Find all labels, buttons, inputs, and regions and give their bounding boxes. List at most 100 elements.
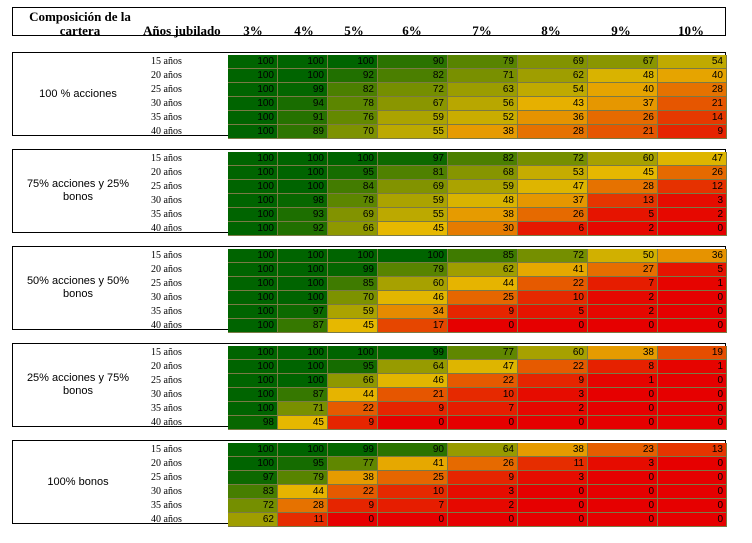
success-rate-cell: 64 — [448, 443, 518, 457]
portfolio-label: 100 % acciones — [39, 87, 117, 100]
success-rate-cell: 44 — [278, 485, 328, 499]
success-rate-cell: 55 — [378, 208, 448, 222]
success-rate-cell: 100 — [228, 152, 278, 166]
success-rate-cell: 45 — [588, 166, 658, 180]
success-rate-cell: 0 — [658, 457, 727, 471]
success-rate-cell: 48 — [448, 194, 518, 208]
success-rate-cell: 2 — [658, 208, 727, 222]
years-label: 40 años — [151, 223, 182, 234]
success-rate-cell: 66 — [328, 374, 378, 388]
success-rate-cell: 28 — [588, 180, 658, 194]
success-rate-cell: 5 — [518, 305, 588, 319]
success-rate-cell: 40 — [588, 83, 658, 97]
success-rate-cell: 97 — [278, 305, 328, 319]
success-rate-cell: 100 — [278, 443, 328, 457]
years-label: 25 años — [151, 278, 182, 289]
years-header: Años jubilado — [143, 23, 221, 38]
success-rate-cell: 38 — [518, 443, 588, 457]
success-rate-cell: 1 — [658, 360, 727, 374]
success-rate-cell: 0 — [518, 485, 588, 499]
success-rate-cell: 2 — [588, 305, 658, 319]
success-rate-cell: 100 — [228, 263, 278, 277]
success-rate-cell: 100 — [228, 194, 278, 208]
success-rate-cell: 38 — [328, 471, 378, 485]
rate-header-9: 9% — [611, 23, 631, 38]
success-rate-cell: 9 — [448, 471, 518, 485]
success-rate-cell: 43 — [518, 97, 588, 111]
success-rate-cell: 95 — [278, 457, 328, 471]
success-rate-cell: 37 — [518, 194, 588, 208]
success-rate-cell: 98 — [278, 194, 328, 208]
success-rate-cell: 22 — [328, 485, 378, 499]
success-rate-cell: 0 — [588, 402, 658, 416]
success-rate-cell: 77 — [448, 346, 518, 360]
success-rate-cell: 27 — [588, 263, 658, 277]
success-rate-cell: 95 — [328, 166, 378, 180]
success-rate-cell: 0 — [328, 513, 378, 527]
success-rate-cell: 0 — [658, 388, 727, 402]
years-label: 30 años — [151, 98, 182, 109]
success-rate-cell: 62 — [228, 513, 278, 527]
years-label: 35 años — [151, 500, 182, 511]
success-rate-cell: 0 — [658, 402, 727, 416]
success-rate-cell: 22 — [328, 402, 378, 416]
success-rate-cell: 23 — [588, 443, 658, 457]
success-rate-cell: 70 — [328, 291, 378, 305]
success-rate-cell: 45 — [278, 416, 328, 430]
success-rate-cell: 45 — [378, 222, 448, 236]
header-box — [12, 7, 726, 36]
success-rate-cell: 0 — [518, 513, 588, 527]
success-rate-cell: 0 — [658, 291, 727, 305]
success-rate-cell: 0 — [588, 513, 658, 527]
success-rate-cell: 72 — [518, 152, 588, 166]
success-rate-cell: 59 — [378, 194, 448, 208]
success-rate-cell: 3 — [448, 485, 518, 499]
success-rate-cell: 9 — [328, 499, 378, 513]
success-rate-cell: 40 — [658, 69, 727, 83]
portfolio-block: 100 % acciones 15 años 100 100 100 90 79 69 67 54… — [12, 52, 727, 139]
success-rate-cell: 100 — [278, 263, 328, 277]
success-rate-cell: 81 — [378, 166, 448, 180]
success-rate-cell: 0 — [588, 499, 658, 513]
years-label: 30 años — [151, 389, 182, 400]
success-rate-cell: 67 — [378, 97, 448, 111]
years-label: 35 años — [151, 306, 182, 317]
success-rate-cell: 79 — [278, 471, 328, 485]
success-rate-cell: 41 — [378, 457, 448, 471]
success-rate-cell: 3 — [518, 388, 588, 402]
success-rate-cell: 82 — [328, 83, 378, 97]
success-rate-cell: 100 — [278, 69, 328, 83]
success-rate-cell: 69 — [328, 208, 378, 222]
success-rate-cell: 72 — [228, 499, 278, 513]
success-rate-cell: 79 — [448, 55, 518, 69]
success-rate-cell: 0 — [518, 319, 588, 333]
success-rate-cell: 17 — [378, 319, 448, 333]
success-rate-cell: 85 — [448, 249, 518, 263]
success-rate-cell: 0 — [448, 416, 518, 430]
success-rate-cell: 100 — [328, 152, 378, 166]
success-rate-cell: 100 — [228, 97, 278, 111]
success-rate-cell: 7 — [448, 402, 518, 416]
success-rate-cell: 100 — [228, 208, 278, 222]
success-rate-cell: 5 — [658, 263, 727, 277]
portfolio-label: 100% bonos — [47, 475, 109, 488]
success-rate-cell: 10 — [378, 485, 448, 499]
rate-header-6: 6% — [402, 23, 422, 38]
success-rate-cell: 10 — [518, 291, 588, 305]
success-rate-cell: 0 — [658, 499, 727, 513]
success-rate-cell: 100 — [228, 319, 278, 333]
years-label: 25 años — [151, 472, 182, 483]
success-rate-cell: 64 — [378, 360, 448, 374]
success-rate-cell: 0 — [588, 319, 658, 333]
success-rate-cell: 11 — [278, 513, 328, 527]
success-rate-cell: 2 — [588, 222, 658, 236]
success-rate-cell: 6 — [518, 222, 588, 236]
success-rate-cell: 72 — [518, 249, 588, 263]
portfolio-label: 50% acciones y 50% bonos — [26, 275, 130, 300]
success-rate-cell: 25 — [448, 291, 518, 305]
success-rate-cell: 100 — [278, 360, 328, 374]
success-rate-cell: 100 — [228, 388, 278, 402]
success-rate-cell: 12 — [658, 180, 727, 194]
years-label: 15 años — [151, 444, 182, 455]
rate-header-10: 10% — [678, 23, 704, 38]
